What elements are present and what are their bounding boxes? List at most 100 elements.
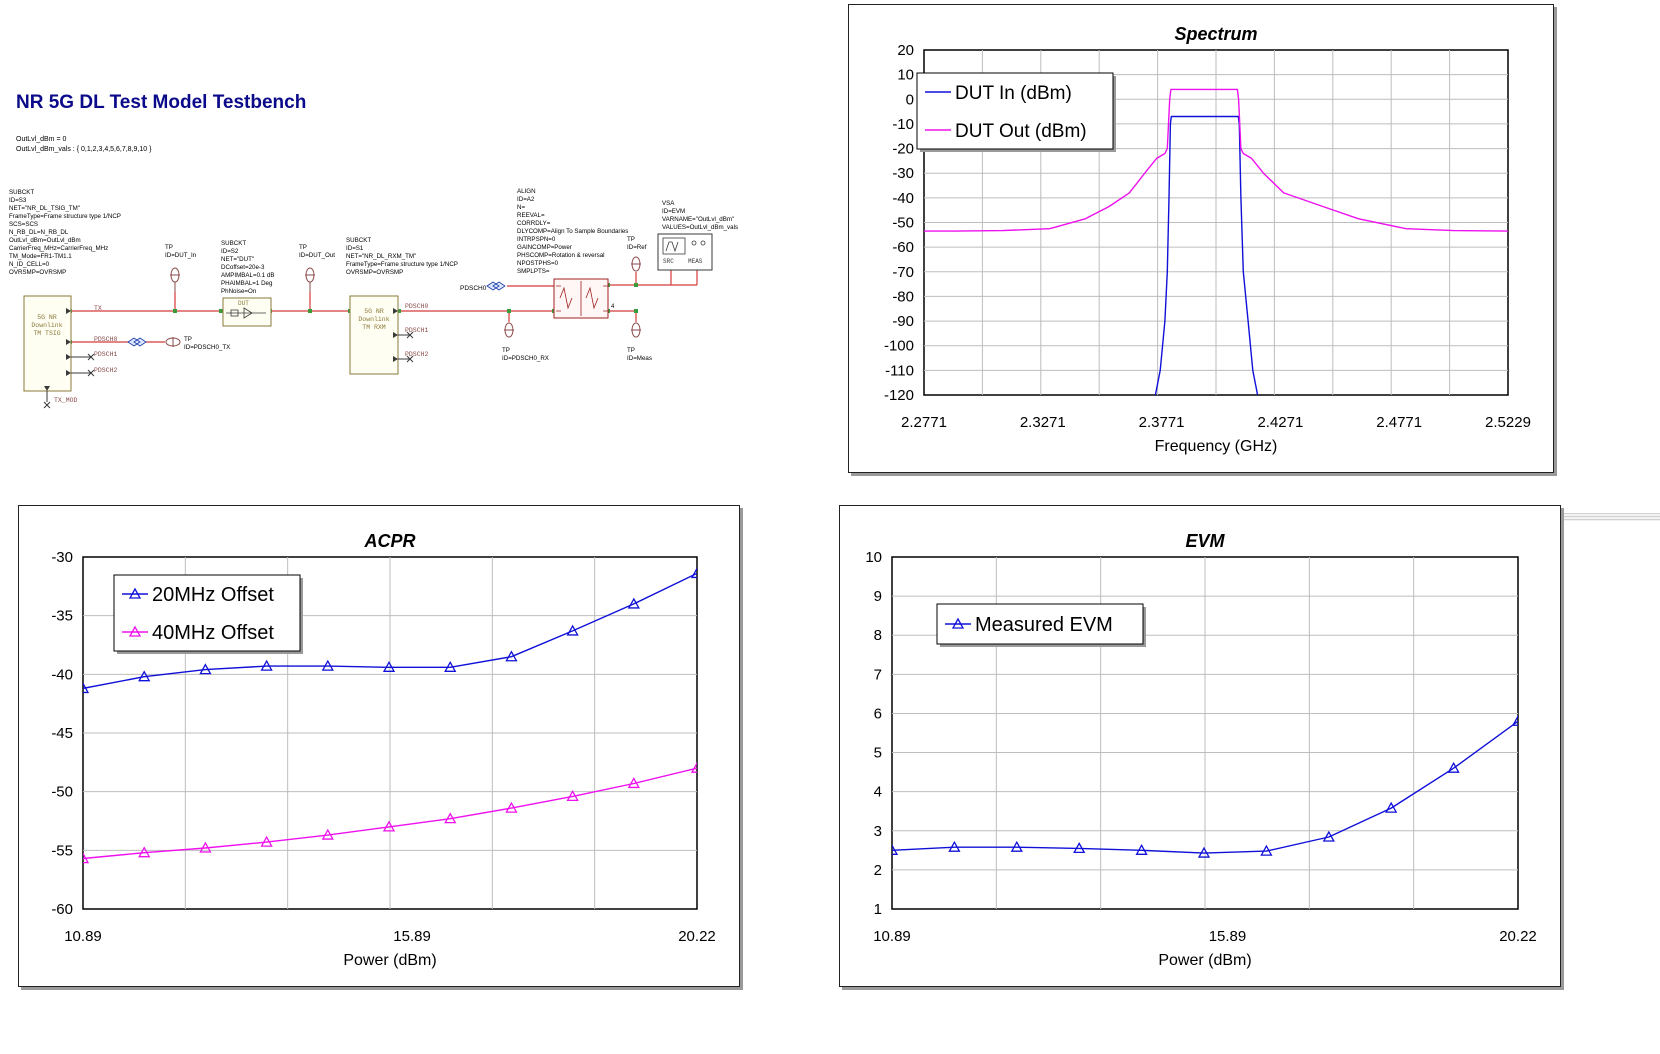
svg-text:FrameType=Frame structure type: FrameType=Frame structure type 1/NCP: [9, 213, 121, 220]
evm-chart: EVM 10 9 8 7 6 5 4 3 2 1 10.89 15.89 20.22 Power (dBm)…: [865, 531, 1536, 969]
evm-graph-window[interactable]: EVM 10 9 8 7 6 5 4 3 2 1 10.89 15.89 20.22 Power (dBm)…: [839, 505, 1561, 987]
acpr-xtick-label: 15.89: [393, 928, 431, 945]
evm-series-0: [892, 714, 1518, 858]
evm-data-point: [1135, 843, 1148, 855]
schematic-canvas[interactable]: NR 5G DL Test Model Testbench OutLvl_dBm…: [0, 0, 800, 500]
acpr-ytick-label: -50: [51, 784, 73, 801]
svg-text:PDSCH0: PDSCH0: [94, 336, 118, 343]
acpr-xtick-label: 10.89: [64, 928, 102, 945]
acpr-data-point: [566, 790, 579, 802]
svg-text:NET="NR_DL_TSIG_TM": NET="NR_DL_TSIG_TM": [9, 205, 80, 212]
svg-text:DUT: DUT: [238, 300, 249, 307]
svg-text:TP: TP: [165, 244, 173, 251]
spectrum-ytick-label: -30: [892, 165, 914, 182]
tp-pdsch0-tx-probe[interactable]: [165, 337, 181, 347]
svg-text:PDSCH0: PDSCH0: [460, 285, 487, 292]
evm-ytick-label: 3: [874, 823, 882, 840]
evm-ytick-label: 10: [865, 549, 882, 566]
tp-meas-probe[interactable]: [631, 322, 641, 338]
evm-data-point: [892, 843, 899, 855]
acpr-data-point: [382, 820, 396, 832]
spectrum-ytick-label: -10: [892, 116, 914, 133]
tp-dut-out-params[interactable]: TP ID=DUT_Out: [299, 244, 335, 259]
acpr-data-point: [199, 663, 212, 675]
dut-block[interactable]: DUT: [222, 297, 272, 327]
svg-text:SUBCKT: SUBCKT: [9, 189, 34, 196]
evm-data-point: [1322, 830, 1335, 842]
pdsch0-connector[interactable]: PDSCH0: [460, 281, 506, 292]
svg-text:ID=A2: ID=A2: [517, 196, 535, 203]
acpr-data-point: [444, 660, 457, 672]
acpr-data-point: [627, 777, 640, 789]
evm-title: EVM: [1185, 531, 1225, 551]
svg-text:CarrierFreq_MHz=CarrierFreq_MH: CarrierFreq_MHz=CarrierFreq_MHz: [9, 245, 108, 252]
svg-text:N_ID_CELL=0: N_ID_CELL=0: [9, 261, 50, 268]
equation-outlvl[interactable]: OutLvl_dBm = 0: [16, 136, 67, 143]
spectrum-ytick-label: -110: [885, 362, 914, 379]
acpr-chart: ACPR -30 -35 -40 -45 -50 -55 -60 10.89 15.89 20.22…: [51, 531, 716, 969]
rxm-params[interactable]: SUBCKT ID=S1 NET="NR_DL_RXM_TM" FrameTyp…: [346, 237, 458, 276]
spectrum-graph-window[interactable]: Spectrum 20 10 0 -10 -20 -30 -40 -50 -60 -70 -80 -90…: [848, 4, 1554, 473]
tp-meas-params[interactable]: TP ID=Meas: [627, 347, 652, 362]
schematic-title: NR 5G DL Test Model Testbench: [16, 92, 307, 113]
svg-text:VARNAME="OutLvl_dBm": VARNAME="OutLvl_dBm": [662, 216, 734, 223]
svg-text:ID=DUT_In: ID=DUT_In: [165, 252, 197, 259]
evm-xtick-label: 15.89: [1209, 928, 1247, 945]
spectrum-series-1: [924, 88, 1508, 232]
acpr-data-point: [260, 659, 273, 671]
vsa-params[interactable]: VSA ID=EVM VARNAME="OutLvl_dBm" VALUES=O…: [662, 200, 738, 231]
acpr-legend-marker: [128, 625, 142, 637]
svg-text:PDSCH2: PDSCH2: [94, 367, 118, 374]
acpr-data-point: [505, 650, 518, 662]
align-params[interactable]: ALIGN ID=A2 N= REEVAL= CORRDLY= DLYCOMP=…: [517, 188, 628, 275]
tp-dut-in-params[interactable]: TP ID=DUT_In: [165, 244, 197, 259]
dut-params[interactable]: SUBCKT ID=S2 NET="DUT" DCoffset=20e-3 AM…: [221, 240, 274, 295]
acpr-xtick-label: 20.22: [678, 928, 716, 945]
equation-outlvl-vals[interactable]: OutLvl_dBm_vals : { 0,1,2,3,4,5,6,7,8,9,…: [16, 146, 152, 153]
tp-dut-out-probe[interactable]: [305, 267, 315, 292]
spectrum-ytick-label: 0: [906, 91, 914, 108]
rxm-block[interactable]: 5G NR Downlink TM RXM PDSCH0 PDSCH1 PDSC…: [349, 295, 429, 375]
evm-ytick-label: 9: [874, 588, 882, 605]
acpr-ytick-label: -35: [51, 608, 73, 625]
svg-text:PHSCOMP=Rotation & reversal: PHSCOMP=Rotation & reversal: [517, 252, 605, 259]
acpr-graph-window[interactable]: ACPR -30 -35 -40 -45 -50 -55 -60 10.89 15.89 20.22…: [18, 505, 740, 987]
pdsch0-tx-connector[interactable]: [127, 337, 147, 347]
svg-text:FrameType=Frame structure type: FrameType=Frame structure type 1/NCP: [346, 261, 458, 268]
tsig-params[interactable]: SUBCKT ID=S3 NET="NR_DL_TSIG_TM" FrameTy…: [9, 189, 121, 276]
acpr-legend-label: 40MHz Offset: [152, 622, 274, 644]
svg-text:PDSCH1: PDSCH1: [94, 351, 118, 358]
spectrum-legend-box: [916, 72, 1114, 150]
tp-pdsch0-rx-probe[interactable]: [504, 322, 514, 338]
tp-pdsch0-rx-params[interactable]: TP ID=PDSCH0_RX: [502, 347, 549, 362]
svg-text:Downlink: Downlink: [358, 316, 389, 323]
tp-ref-params[interactable]: TP ID=Ref: [627, 236, 647, 251]
acpr-ytick-label: -30: [51, 549, 73, 566]
svg-text:N=: N=: [517, 204, 525, 211]
evm-data-point: [1260, 844, 1273, 856]
svg-text:Downlink: Downlink: [31, 322, 62, 329]
tp-pdsch0-tx-params[interactable]: TP ID=PDSCH0_TX: [184, 336, 230, 351]
spectrum-title: Spectrum: [1174, 24, 1257, 44]
svg-text:SCS=SCS: SCS=SCS: [9, 221, 38, 228]
svg-text:TM TSIG: TM TSIG: [33, 330, 60, 337]
acpr-legend-box: [113, 574, 301, 652]
vsa-block[interactable]: SRC MEAS: [657, 233, 713, 271]
tp-ref-probe[interactable]: [631, 256, 641, 272]
evm-ytick-label: 7: [874, 666, 882, 683]
acpr-series-1: [83, 761, 697, 864]
tsig-block[interactable]: 5G NR Downlink TM TSIG TX PDSCH0 PDSCH1 …: [23, 295, 118, 409]
svg-text:OutLvl_dBm=OutLvl_dBm: OutLvl_dBm=OutLvl_dBm: [9, 237, 81, 244]
align-block[interactable]: 4: [553, 278, 615, 319]
svg-text:TP: TP: [184, 336, 192, 343]
spectrum-xtick-label: 2.4271: [1257, 414, 1303, 431]
tp-dut-in-probe[interactable]: [170, 267, 180, 292]
svg-text:NPOSTPHS=0: NPOSTPHS=0: [517, 260, 559, 267]
svg-text:TM_Mode=FR1-TM1.1: TM_Mode=FR1-TM1.1: [9, 253, 72, 260]
acpr-legend-marker: [128, 587, 142, 599]
equations-block[interactable]: OutLvl_dBm = 0 OutLvl_dBm_vals : { 0,1,2…: [16, 135, 151, 155]
evm-ytick-label: 4: [874, 784, 882, 801]
svg-text:CORRDLY=: CORRDLY=: [517, 220, 551, 227]
evm-ytick-label: 6: [874, 705, 882, 722]
acpr-data-point: [199, 841, 212, 853]
